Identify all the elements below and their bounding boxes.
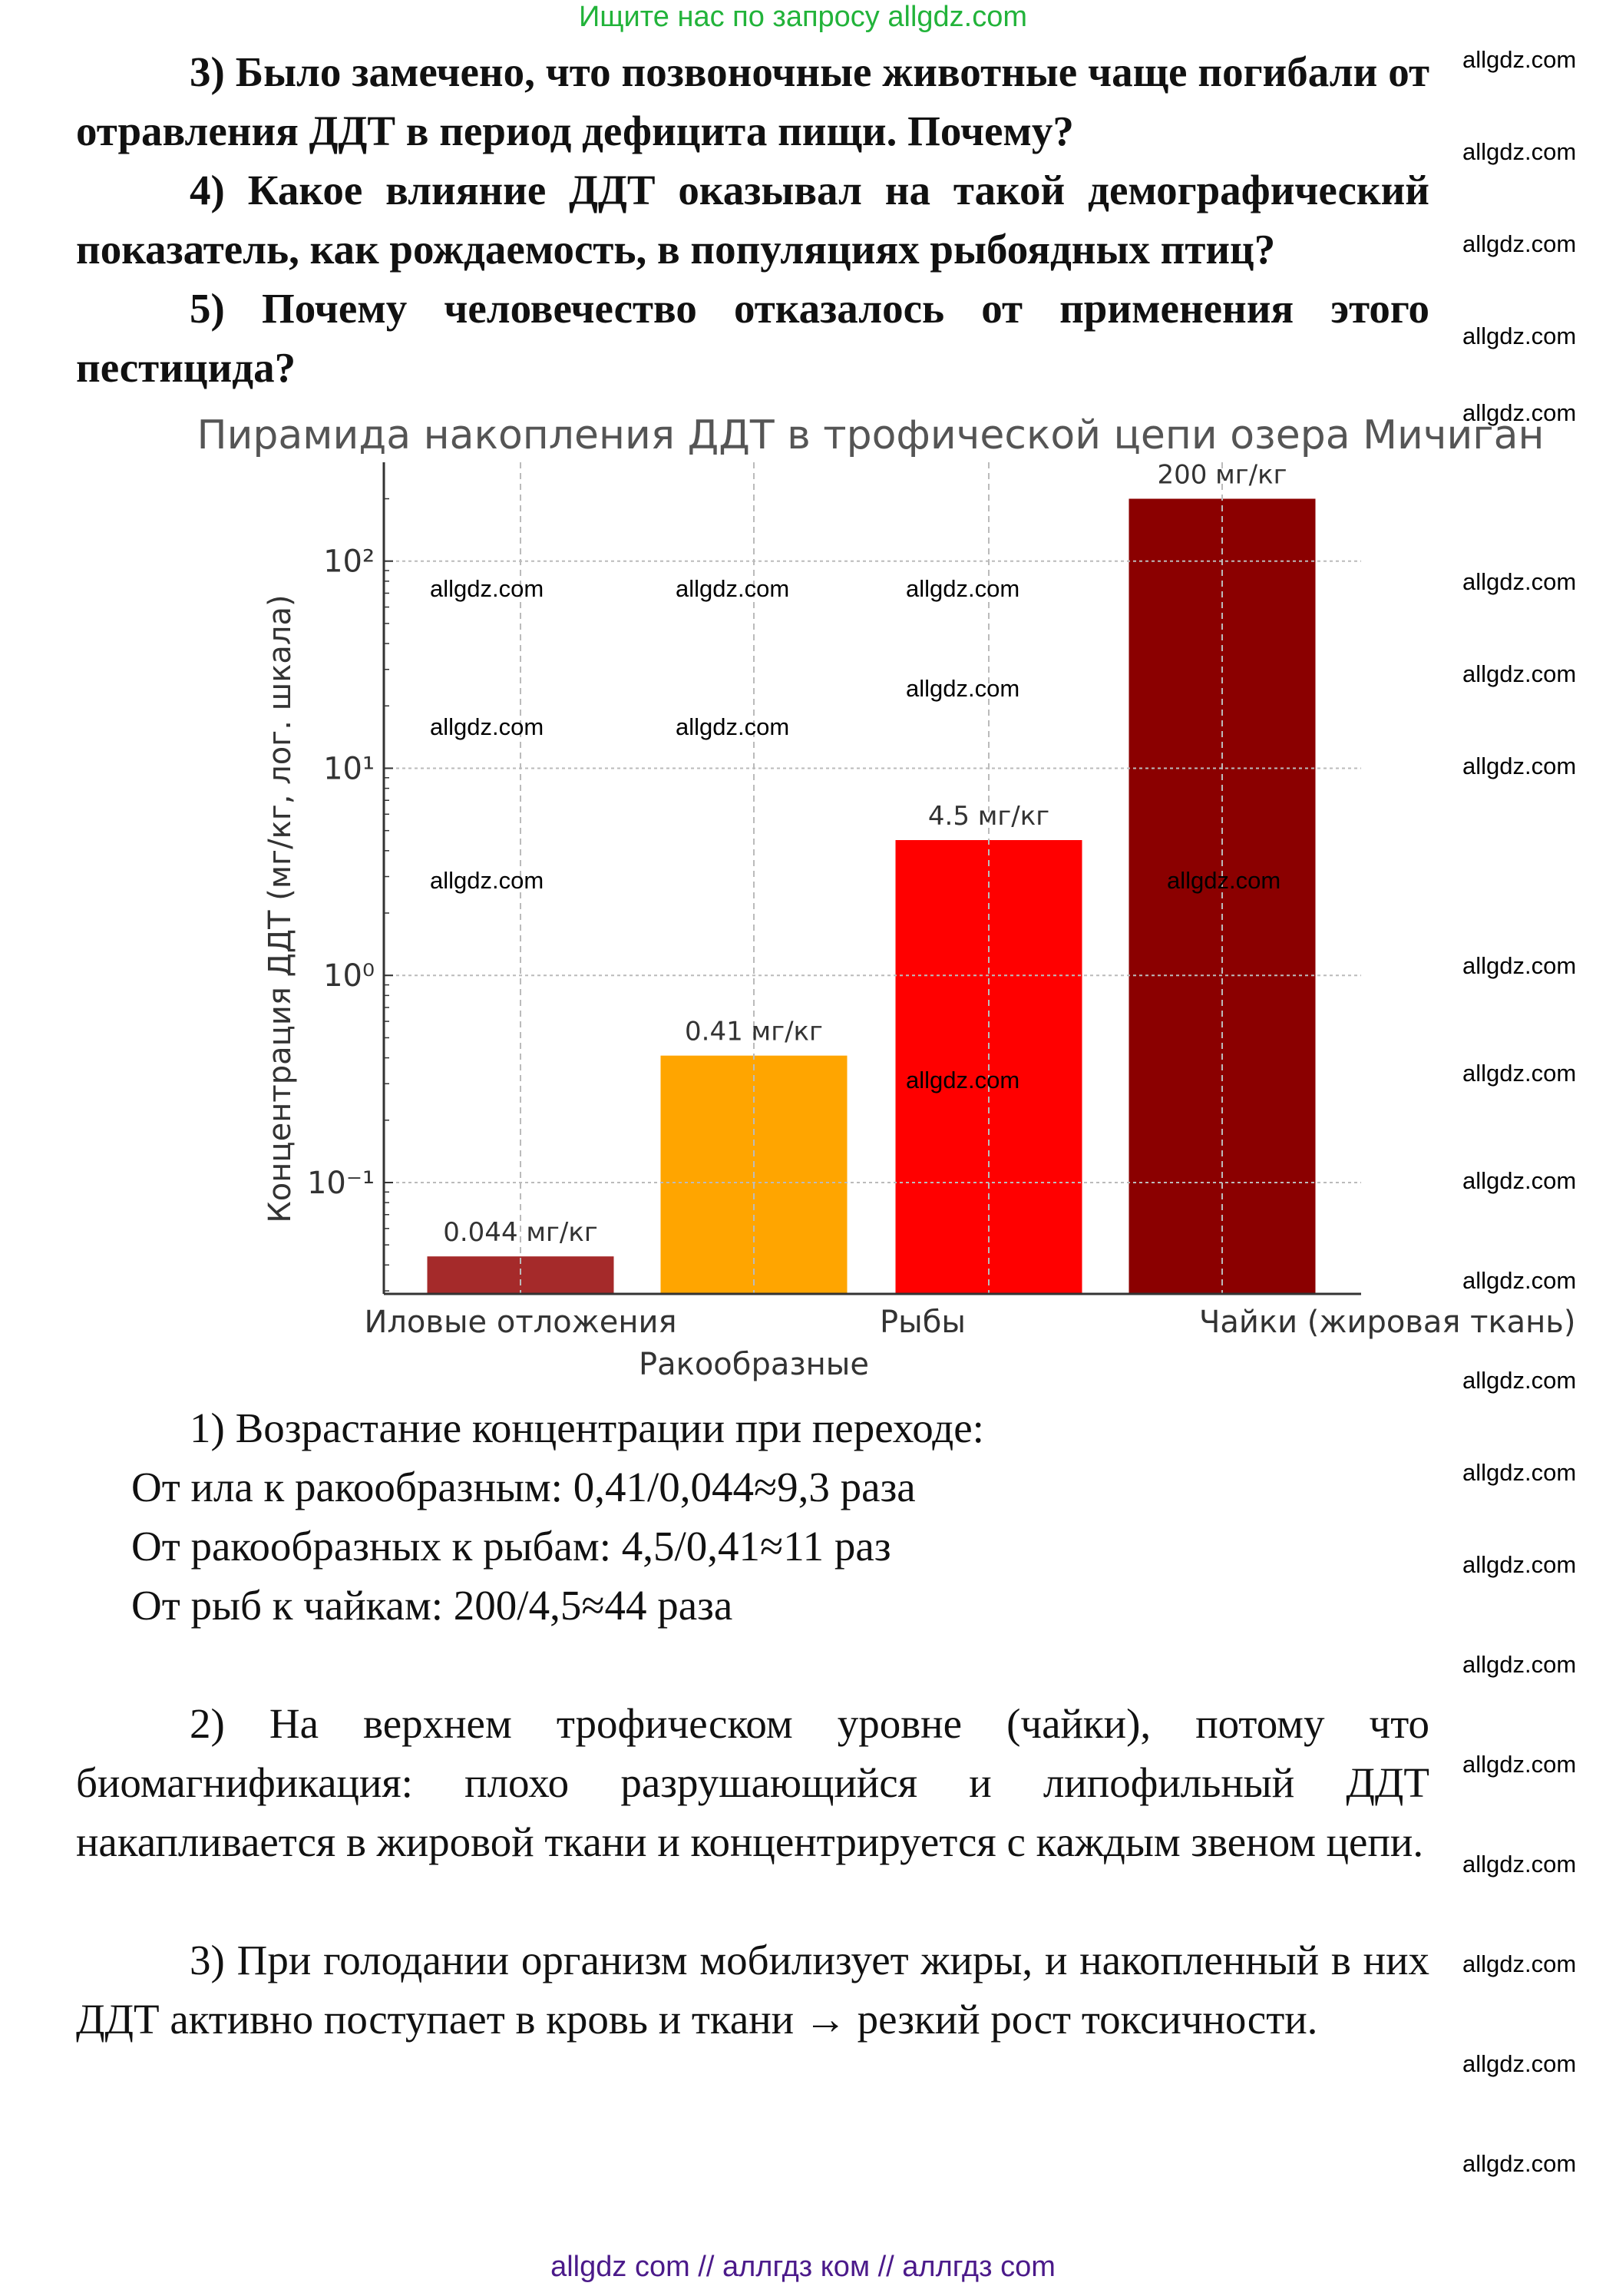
- watermark: allgdz.com: [676, 575, 789, 602]
- watermark: allgdz.com: [1462, 1459, 1577, 1486]
- chart-title: Пирамида накопления ДДТ в трофической це…: [197, 412, 1545, 458]
- question-5: 5) Почему человечество отказалось от при…: [76, 285, 1429, 391]
- answer-1-line: От рыб к чайкам: 200/4,5≈44 раза: [131, 1582, 733, 1629]
- watermark: allgdz.com: [1167, 867, 1281, 894]
- watermark: allgdz.com: [1462, 1950, 1577, 1977]
- answer-3: 3) При голодании организм мобилизует жир…: [76, 1937, 1429, 2043]
- y-axis-label: Концентрация ДДТ (мг/кг, лог. шкала): [263, 594, 298, 1222]
- watermark: allgdz.com: [676, 713, 789, 740]
- watermark: allgdz.com: [1462, 1551, 1577, 1578]
- answer-1-title: 1) Возрастание концентрации при переходе…: [190, 1404, 984, 1451]
- watermark: allgdz.com: [1462, 753, 1577, 779]
- watermark: allgdz.com: [1462, 230, 1577, 257]
- category-label: Чайки (жировая ткань): [1199, 1305, 1575, 1340]
- watermark: allgdz.com: [1462, 2050, 1577, 2077]
- watermark: allgdz.com: [1462, 399, 1577, 426]
- category-label: Рыбы: [880, 1305, 966, 1340]
- answer-2: 2) На верхнем трофическом уровне (чайки)…: [76, 1700, 1429, 1865]
- watermark: allgdz.com: [906, 575, 1019, 602]
- footer-links[interactable]: allgdz com // аллгдз ком // аллгдз com: [550, 2251, 1056, 2283]
- watermark: allgdz.com: [1462, 1367, 1577, 1394]
- watermark: allgdz.com: [430, 867, 544, 894]
- ddt-bar-chart: Пирамида накопления ДДТ в трофической це…: [197, 412, 1576, 1382]
- watermark: allgdz.com: [1462, 952, 1577, 979]
- watermark: allgdz.com: [1462, 1060, 1577, 1087]
- watermark: allgdz.com: [1462, 138, 1577, 165]
- watermark: allgdz.com: [1462, 46, 1577, 73]
- watermark: allgdz.com: [1462, 1267, 1577, 1294]
- watermark: allgdz.com: [1462, 323, 1577, 349]
- answer-1-line: От ила к ракообразным: 0,41/0,044≈9,3 ра…: [131, 1464, 916, 1510]
- watermark: allgdz.com: [1462, 1167, 1577, 1194]
- data-label: 0.41 мг/кг: [685, 1017, 823, 1047]
- data-label: 0.044 мг/кг: [443, 1217, 598, 1248]
- y-tick-label: 10⁻¹: [307, 1166, 375, 1201]
- watermark: allgdz.com: [430, 575, 544, 602]
- y-tick-label: 10²: [323, 544, 375, 580]
- y-tick-label: 10⁰: [323, 958, 375, 994]
- page-content: 3) Было замечено, что позвоночные животн…: [76, 42, 1575, 2049]
- category-label: Ракообразные: [639, 1347, 869, 1382]
- watermark: allgdz.com: [1462, 1651, 1577, 1678]
- question-3: 3) Было замечено, что позвоночные животн…: [76, 48, 1429, 154]
- watermark: allgdz.com: [1462, 568, 1577, 595]
- data-label: 4.5 мг/кг: [928, 801, 1049, 832]
- category-label: Иловые отложения: [364, 1305, 676, 1340]
- watermark: allgdz.com: [1462, 1751, 1577, 1778]
- watermark: allgdz.com: [1462, 660, 1577, 687]
- question-4: 4) Какое влияние ДДТ оказывал на такой д…: [76, 167, 1429, 273]
- watermark: allgdz.com: [1462, 2150, 1577, 2177]
- data-label: 200 мг/кг: [1157, 460, 1287, 491]
- watermark: allgdz.com: [1462, 1851, 1577, 1877]
- y-tick-label: 10¹: [323, 751, 375, 786]
- watermark: allgdz.com: [430, 713, 544, 740]
- watermark: allgdz.com: [906, 1067, 1019, 1093]
- answer-1-line: От ракообразных к рыбам: 4,5/0,41≈11 раз: [131, 1523, 891, 1570]
- watermark: allgdz.com: [906, 675, 1019, 702]
- search-hint-link[interactable]: Ищите нас по запросу allgdz.com: [578, 1, 1027, 33]
- answers: 1) Возрастание концентрации при переходе…: [76, 1398, 1429, 2049]
